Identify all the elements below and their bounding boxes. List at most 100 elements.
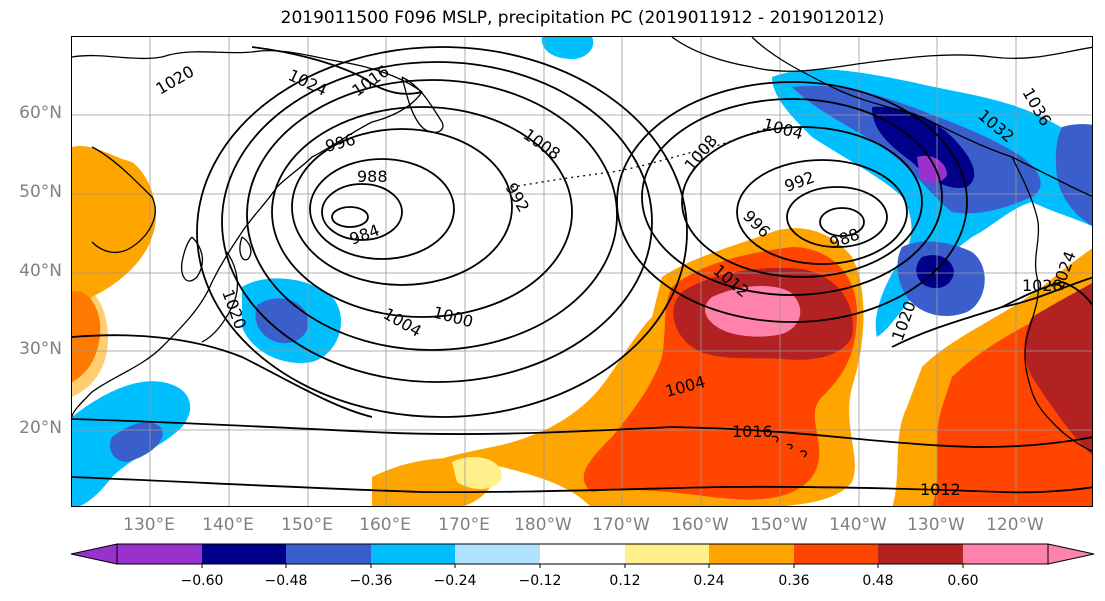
shade-very-strong-east (1024, 283, 1092, 456)
contour-label: 1012 (920, 480, 961, 499)
contour-label: 1008 (520, 125, 564, 164)
colorbar-tick-label: 0.48 (862, 573, 894, 589)
colorbar-bin (202, 544, 286, 564)
contour-label: 1020 (153, 62, 198, 99)
coast-asia-east (72, 186, 278, 418)
coastlines (72, 37, 1092, 458)
isobar-1008-east (616, 81, 968, 323)
shade-negative-alaska (772, 69, 1092, 337)
colorbar-bin (709, 544, 794, 564)
isobar-1004-west (246, 79, 618, 351)
coast-china-inner (91, 146, 156, 254)
colorbar-tick-label: 0.24 (693, 573, 725, 589)
coast-japan (201, 236, 252, 343)
shade-negative-far-east (1055, 124, 1092, 226)
isobar-996-east (736, 159, 908, 265)
shade-positive-south-2 (452, 457, 502, 489)
lon-label: 160°W (671, 515, 729, 535)
contour-label: 1028 (1022, 276, 1063, 295)
colorbar-bin (455, 544, 540, 564)
shade-positive-asia-rim (72, 286, 108, 397)
lat-label: 50°N (19, 182, 62, 202)
colorbar-tick-label: 0.60 (947, 573, 979, 589)
coast-hawaii (771, 435, 807, 458)
isobar-1016 (72, 418, 1092, 448)
isobar-988 (321, 183, 403, 241)
isobar-1020-east (891, 276, 1092, 348)
coast-alaska (751, 37, 1092, 197)
isobar-984 (331, 206, 369, 228)
lon-label: 130°W (907, 515, 965, 535)
colorbar-low-extend (70, 543, 118, 565)
colorbar-high-extend (1047, 543, 1095, 565)
contour-label: 1016 (732, 422, 773, 441)
graticule (72, 37, 1092, 506)
shade-negative-alaska-extreme (917, 155, 947, 183)
colorbar (70, 543, 1095, 568)
colorbar-bin (625, 544, 709, 564)
lon-label: 130°E (123, 515, 175, 535)
precip-shading (72, 37, 1092, 506)
colorbar-frame (116, 543, 1049, 565)
isobar-992-west (309, 158, 455, 260)
lon-label: 120°W (986, 515, 1044, 535)
lat-label: 30°N (19, 339, 62, 359)
isobar-1012-south (72, 476, 1092, 494)
map-svg: 1020 1024 1016 996 988 984 1008 992 1004… (72, 37, 1092, 506)
colorbar-tick-label: −0.60 (180, 573, 224, 589)
lon-label: 150°W (750, 515, 808, 535)
contour-label: 1000 (431, 303, 475, 332)
map-panel: 1020 1024 1016 996 988 984 1008 992 1004… (71, 36, 1093, 507)
lon-label: 180°W (514, 515, 572, 535)
shade-negative-japan-core (255, 298, 309, 344)
isobar-988-east (819, 207, 865, 237)
mslp-isobars (72, 46, 1092, 494)
lon-label: 170°W (592, 515, 650, 535)
isobar-1000-east (681, 126, 923, 278)
lat-label: 40°N (19, 261, 62, 281)
map-title: 2019011500 F096 MSLP, precipitation PC (… (280, 8, 885, 28)
colorbar-bin (286, 544, 371, 564)
isobar-1012-west (196, 46, 688, 418)
contour-label: 988 (827, 224, 862, 252)
colorbar-tick-label: 0.36 (778, 573, 810, 589)
contour-label: 988 (357, 167, 388, 186)
isobar-1000-west (271, 106, 573, 318)
coast-kamchatka (401, 76, 444, 134)
colorbar-ticks (201, 564, 964, 568)
contour-label: 984 (347, 220, 382, 248)
contour-label: 1004 (380, 304, 425, 341)
isobar-992-east (786, 186, 888, 248)
colorbar-bin (963, 544, 1048, 564)
isobar-1024-north (251, 46, 423, 95)
colorbar-tick-label: −0.12 (518, 573, 562, 589)
contour-label: 996 (323, 130, 357, 156)
shade-negative-arctic (541, 37, 594, 59)
isobar-1028-east (1001, 281, 1092, 308)
colorbar-tick-label: −0.24 (433, 573, 477, 589)
colorbar-bin (540, 544, 625, 564)
lon-label: 150°E (281, 515, 333, 535)
coast-alaska-north (671, 37, 1092, 72)
shade-extreme-central (705, 285, 801, 337)
coast-aleutians (511, 126, 773, 188)
isobar-1004-east (641, 98, 943, 296)
colorbar-bin (878, 544, 963, 564)
colorbar-tick-label: 0.12 (609, 573, 641, 589)
colorbar-bin (794, 544, 878, 564)
colorbar-tick-label: −0.36 (349, 573, 393, 589)
coast-korea (181, 236, 204, 282)
contour-label: 992 (502, 180, 534, 216)
isobar-1020-west (72, 334, 373, 418)
coast-na-west (1011, 156, 1092, 452)
lon-label: 170°E (438, 515, 490, 535)
lon-label: 140°E (202, 515, 254, 535)
shade-positive-asia (72, 145, 156, 327)
colorbar-tick-label: −0.48 (264, 573, 308, 589)
coast-asia-north (72, 49, 423, 188)
colorbar-bin (117, 544, 202, 564)
colorbar-bin (371, 544, 455, 564)
lat-label: 20°N (19, 418, 62, 438)
lat-label: 60°N (19, 103, 62, 123)
lon-label: 140°W (829, 515, 887, 535)
